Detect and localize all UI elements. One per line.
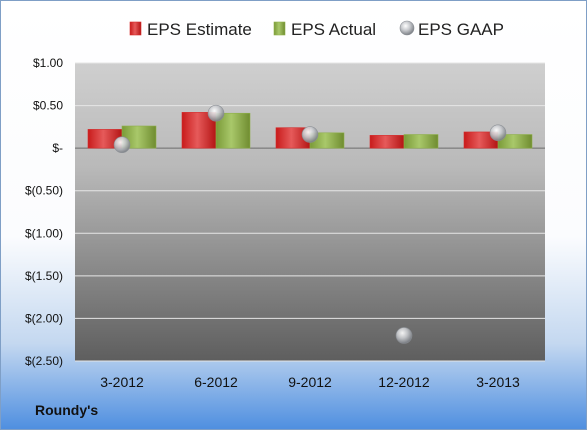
x-category-label: 6-2012 [194,374,238,390]
legend-actual-swatch [273,21,286,36]
x-category-label: 3-2013 [476,374,520,390]
y-tick-label: $0.50 [33,99,63,113]
eps-actual-bar [403,134,439,149]
eps-gaap-marker [301,126,319,143]
legend: EPS Estimate EPS Actual EPS GAAP [129,20,504,39]
y-tick-label: $1.00 [33,56,63,70]
bars [87,112,533,149]
plot-area [75,63,545,361]
eps-gaap-marker [207,104,225,122]
legend-gaap-label: EPS GAAP [418,20,504,39]
y-tick-label: $- [52,141,63,155]
y-tick-label: $(2.50) [25,354,63,368]
legend-gaap-swatch [399,20,415,36]
eps-gaap-marker [113,136,131,154]
gaap-markers [113,104,507,344]
eps-actual-bar [215,112,251,149]
eps-actual-bar [497,134,533,149]
x-axis-labels: 3-2012 6-2012 9-2012 12-2012 3-2013 [100,374,520,390]
y-tick-label: $(0.50) [25,184,63,198]
y-tick-label: $(1.00) [25,226,63,240]
legend-estimate-label: EPS Estimate [147,20,252,39]
x-category-label: 9-2012 [288,374,332,390]
legend-estimate-swatch [129,21,142,36]
legend-actual-label: EPS Actual [291,20,376,39]
eps-estimate-bar [369,135,405,149]
y-tick-label: $(1.50) [25,269,63,283]
x-category-label: 12-2012 [378,374,430,390]
eps-gaap-marker [489,124,507,142]
eps-gaap-marker [395,327,413,344]
x-category-label: 3-2012 [100,374,144,390]
y-axis-ticks: $1.00 $0.50 $- $(0.50) $(1.00) $(1.50) $(2.00)… [25,56,63,368]
y-tick-label: $(2.00) [25,311,63,325]
company-name: Roundy's [35,402,99,418]
